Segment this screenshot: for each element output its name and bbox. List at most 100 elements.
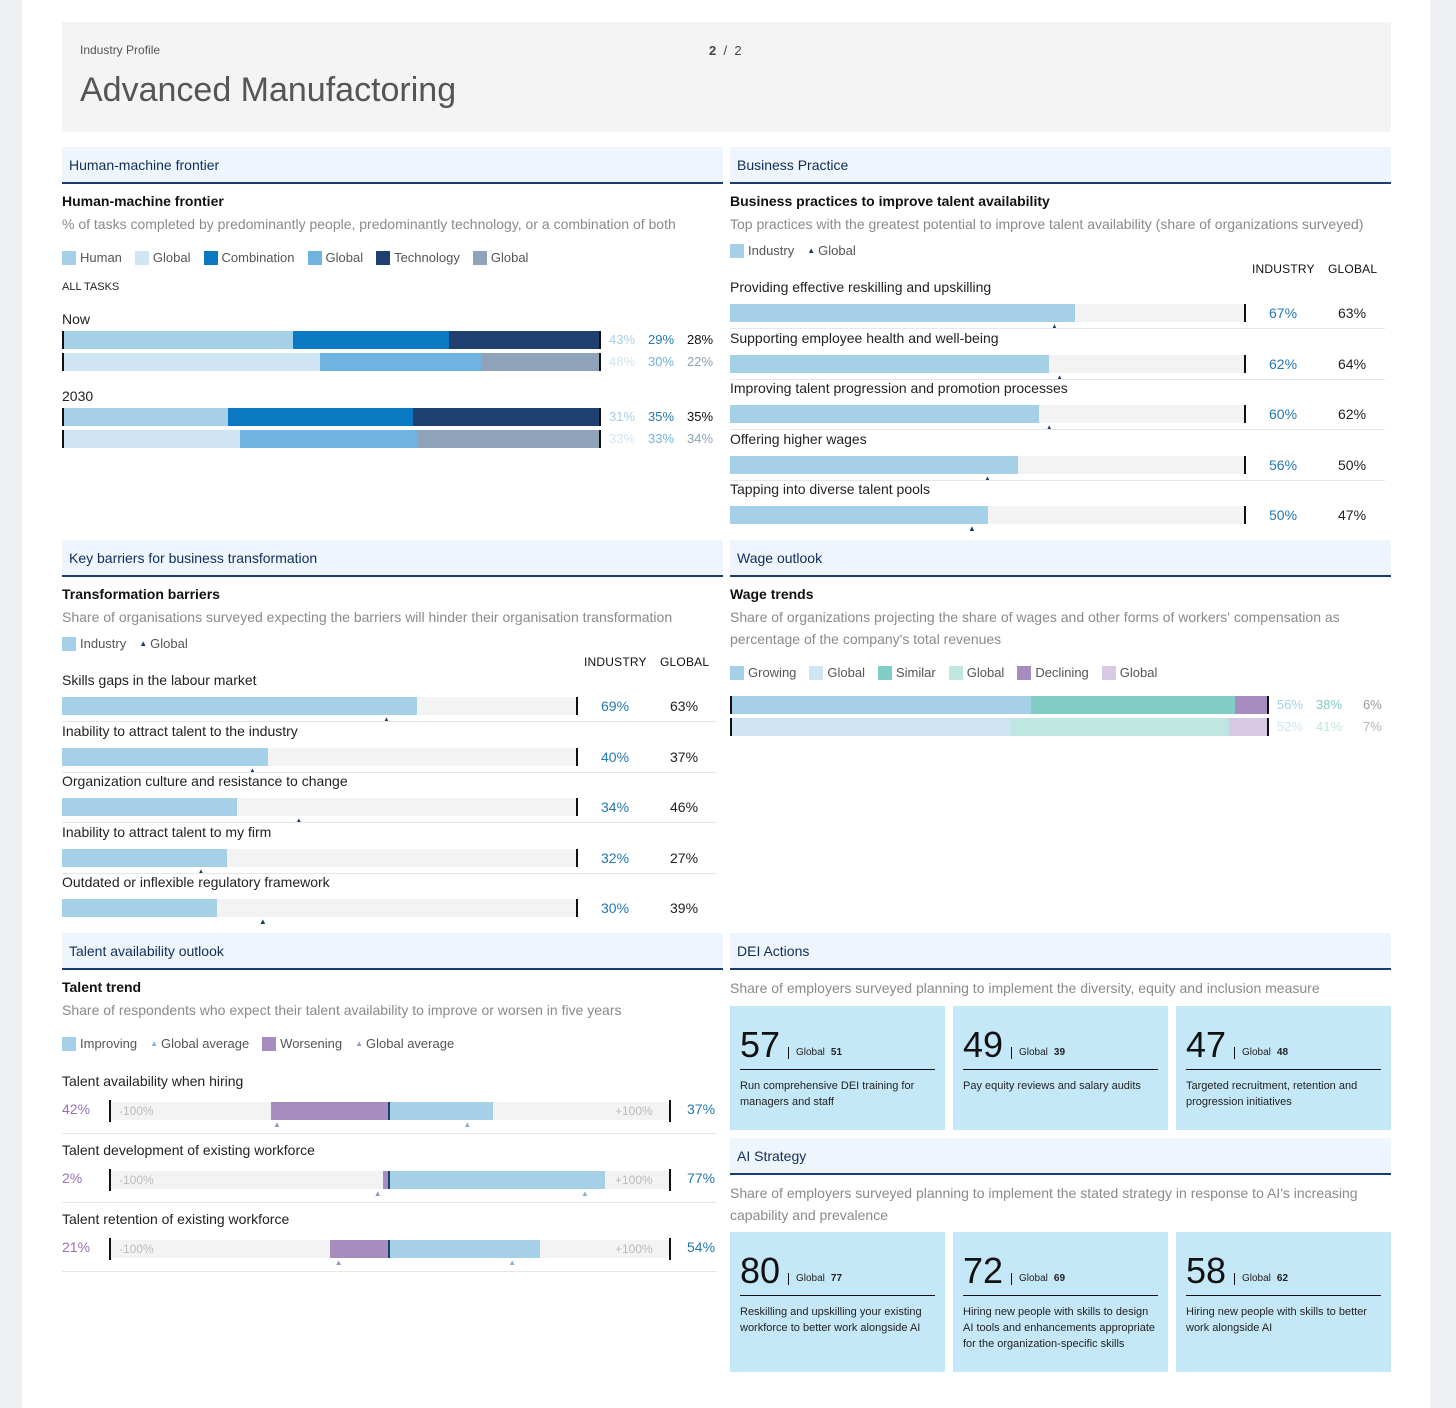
kb-legend: Industry ▲ Global (62, 636, 201, 651)
stat-card-divider (740, 1069, 935, 1070)
legend-item: ▲ Global average (355, 1036, 454, 1051)
ta-section-title: Talent availability outlook (62, 933, 723, 970)
kb-global-value: 63% (670, 698, 699, 714)
kb-category-label: Inability to attract talent to the indus… (62, 722, 298, 739)
ta-category-label: Talent development of existing workforce (62, 1142, 315, 1158)
kb-row-divider (62, 721, 717, 722)
kb-chart: Skills gaps in the labour market ▲ 69% 63% I… (62, 672, 723, 930)
kb-global-marker: ▲ (197, 866, 205, 876)
bp-legend: Industry ▲ Global (730, 243, 869, 258)
hmf-group-label: 2030 (62, 388, 94, 404)
legend-item: Combination (203, 250, 295, 265)
hmf-bar-segment (63, 430, 240, 448)
bp-global-marker: ▲ (983, 473, 992, 483)
legend-swatch (62, 636, 76, 651)
hmf-value-label: 30% (648, 354, 675, 369)
kb-bar-end (576, 899, 578, 917)
triangle-marker-icon: ▲ (139, 639, 148, 648)
legend-swatch (809, 665, 824, 680)
bp-industry-bar (730, 405, 1039, 423)
kb-global-marker: ▲ (248, 765, 257, 775)
bp-industry-bar (730, 304, 1076, 322)
bp-industry-value: 56% (1269, 456, 1298, 473)
bp-chart: Providing effective reskilling and upski… (730, 279, 1391, 537)
wage-bar-edge (1267, 696, 1269, 714)
ta-worsening-global-marker: ▲ (373, 1189, 382, 1198)
legend-label: Global average (366, 1036, 455, 1051)
legend-swatch (1017, 665, 1032, 680)
ta-category-label: Talent availability when hiring (62, 1073, 244, 1089)
bp-heading: Business practices to improve talent ava… (730, 193, 1050, 209)
legend-label: Global (966, 665, 1005, 680)
report-page: Industry Profile Advanced Manufactoring … (22, 0, 1430, 1408)
wage-value-label: 56% (1277, 697, 1304, 712)
stat-card-global-value: 62 (1276, 1273, 1289, 1284)
dei-desc: Share of employers surveyed planning to … (730, 980, 1320, 996)
legend-label: Global (827, 665, 865, 680)
bp-row-divider (730, 378, 1385, 380)
legend-swatch (203, 250, 218, 265)
ta-axis-min: -100% (119, 1173, 154, 1187)
hmf-bar-segment (63, 331, 294, 349)
wage-value-label: 6% (1363, 697, 1382, 712)
stat-card: 47 Global 48 Targeted recruitment, retentio… (1176, 1006, 1391, 1130)
legend-swatch (134, 250, 149, 265)
legend-swatch (878, 665, 892, 680)
bp-global-marker: ▲ (1055, 372, 1064, 382)
bp-industry-bar (730, 354, 1050, 373)
stat-card-global-word: Global (1019, 1047, 1048, 1058)
page-title: Advanced Manufactoring (80, 71, 457, 109)
hmf-bar-segment (413, 408, 599, 426)
legend-swatch (730, 243, 744, 258)
hmf-value-label: 33% (648, 431, 675, 446)
ta-improving-global-marker: ▲ (508, 1258, 517, 1267)
bp-bar-end (1244, 455, 1246, 474)
legend-swatch (730, 665, 744, 680)
wo-section-title: Wage outlook (730, 540, 1391, 577)
bp-global-value: 50% (1338, 456, 1367, 473)
ta-axis-min: -100% (119, 1242, 154, 1256)
bp-global-value: 62% (1338, 406, 1367, 422)
ta-improving-value: 37% (687, 1101, 716, 1117)
legend-label: Worsening (280, 1036, 343, 1051)
ta-legend: Improving ▲ Global average Worsening ▲ Glo… (62, 1036, 467, 1051)
ta-axis-start (109, 1100, 111, 1122)
hmf-bar-edge (599, 331, 601, 349)
ai-cards: 80 Global 77 Reskilling and upskilling your… (730, 1232, 1391, 1374)
ta-center-line (388, 1102, 390, 1120)
legend-item: Industry (62, 636, 126, 651)
bp-section: Business Practice Business practices to … (730, 147, 1391, 537)
legend-label: Combination (221, 250, 295, 265)
legend-swatch (262, 1036, 277, 1051)
legend-label: Human (80, 250, 122, 265)
ta-improving-value: 54% (687, 1239, 716, 1255)
kb-industry-bar (62, 848, 227, 867)
hmf-bar-edge (599, 430, 601, 448)
stat-card-global-word: Global (1019, 1273, 1048, 1284)
kb-category-label: Skills gaps in the labour market (62, 672, 257, 688)
ta-heading: Talent trend (62, 979, 142, 995)
stat-card-global-value: 39 (1053, 1047, 1066, 1058)
bp-category-label: Improving talent progression and promoti… (730, 380, 1068, 396)
ta-worsening-global-marker: ▲ (273, 1120, 281, 1129)
ta-improving-bar (389, 1240, 541, 1258)
wage-bar-segment (1031, 696, 1235, 714)
stat-card-global: Global 62 (1234, 1273, 1288, 1285)
ta-center-line (388, 1240, 390, 1258)
stat-card-global-value: 48 (1276, 1047, 1289, 1058)
report-header: Industry Profile Advanced Manufactoring … (62, 22, 1391, 132)
ta-worsening-bar (383, 1171, 389, 1189)
ta-axis-max: +100% (615, 1242, 653, 1256)
bp-col-global: GLOBAL (1328, 262, 1378, 276)
kb-col-industry: INDUSTRY (584, 655, 647, 669)
stat-card-divider (1186, 1069, 1381, 1070)
kb-industry-value: 32% (601, 849, 630, 866)
ta-worsening-value: 2% (62, 1170, 83, 1186)
wage-bar-segment (1234, 696, 1267, 714)
stat-card-global-value: 77 (830, 1273, 843, 1284)
kb-heading: Transformation barriers (62, 586, 220, 602)
stat-card-divider (963, 1069, 1158, 1070)
bp-industry-value: 60% (1269, 406, 1298, 422)
kb-bar-end (576, 697, 578, 715)
hmf-section: Human-machine frontier Human-machine fro… (62, 147, 723, 532)
